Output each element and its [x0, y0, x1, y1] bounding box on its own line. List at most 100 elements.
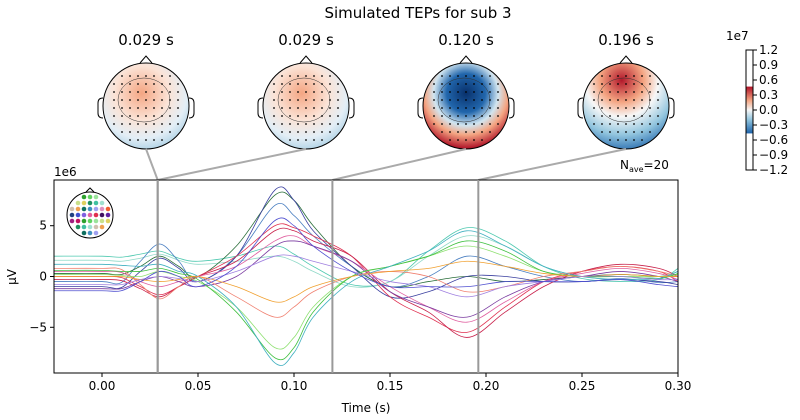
sensor-dot — [625, 107, 627, 109]
left-ear-icon — [97, 97, 104, 119]
inset-sensor-dot — [93, 206, 99, 212]
sensor-dot — [633, 139, 635, 141]
nose-icon — [299, 55, 313, 64]
sensor-dot — [145, 123, 147, 125]
inset-sensor-dot — [93, 230, 99, 236]
sensor-dot — [273, 123, 275, 125]
sensor-dot — [313, 139, 315, 141]
sensor-dot — [481, 99, 483, 101]
sensor-dot — [625, 91, 627, 93]
sensor-dot — [313, 91, 315, 93]
sensor-dot — [145, 99, 147, 101]
sensor-dot — [465, 115, 467, 117]
sensor-dot — [593, 115, 595, 117]
sensor-dot — [633, 83, 635, 85]
nose-icon — [459, 55, 473, 64]
inset-sensor-dot — [81, 224, 87, 230]
sensor-dot — [633, 131, 635, 133]
sensor-dot — [657, 115, 659, 117]
sensor-dot — [153, 83, 155, 85]
channel-trace — [54, 217, 678, 292]
sensor-dot — [449, 123, 451, 125]
sensor-layout-inset — [66, 187, 114, 239]
inset-sensor-dot — [93, 224, 99, 230]
sensor-dot — [121, 107, 123, 109]
sensor-dot — [609, 139, 611, 141]
sensor-dot — [609, 123, 611, 125]
inset-sensor-dot — [87, 230, 93, 236]
sensor-dot — [137, 131, 139, 133]
sensor-dot — [625, 139, 627, 141]
sensor-dot — [305, 83, 307, 85]
sensor-dot — [289, 91, 291, 93]
sensor-dot — [121, 83, 123, 85]
sensor-dot — [625, 131, 627, 133]
sensor-dot — [657, 107, 659, 109]
sensor-dot — [657, 91, 659, 93]
topomap: 0.029 s — [97, 31, 195, 150]
sensor-dot — [609, 83, 611, 85]
sensor-dot — [457, 131, 459, 133]
sensor-dot — [481, 139, 483, 141]
sensor-dot — [489, 115, 491, 117]
colorbar-tick-label: −0.3 — [759, 118, 788, 132]
sensor-dot — [329, 91, 331, 93]
sensor-dot — [297, 123, 299, 125]
inset-sensor-dot — [81, 218, 87, 224]
sensor-dot — [473, 91, 475, 93]
sensor-dot — [145, 91, 147, 93]
sensor-dot — [169, 107, 171, 109]
sensor-dot — [169, 99, 171, 101]
sensor-dot — [289, 123, 291, 125]
sensor-dot — [289, 131, 291, 133]
channel-trace — [54, 227, 678, 338]
sensor-dot — [633, 91, 635, 93]
sensor-dot — [441, 115, 443, 117]
sensor-dot — [457, 91, 459, 93]
channel-trace — [54, 240, 678, 361]
sensor-dot — [641, 83, 643, 85]
sensor-dot — [465, 99, 467, 101]
sensor-dot — [161, 139, 163, 141]
sensor-dot — [177, 91, 179, 93]
sensor-dot — [121, 115, 123, 117]
sensor-dot — [617, 83, 619, 85]
sensor-dot — [441, 75, 443, 77]
sensor-dot — [313, 75, 315, 77]
sensor-dot — [305, 139, 307, 141]
sensor-dot — [329, 75, 331, 77]
sensor-dot — [297, 131, 299, 133]
sensor-dot — [169, 83, 171, 85]
inset-sensor-dot — [69, 212, 75, 218]
y-axis-label: µV — [5, 268, 19, 285]
sensor-dot — [281, 115, 283, 117]
sensor-dot — [473, 75, 475, 77]
sensor-dot — [177, 83, 179, 85]
sensor-dot — [321, 123, 323, 125]
topomap-title: 0.120 s — [438, 31, 494, 49]
sensor-dot — [161, 91, 163, 93]
x-tick-label: 0.15 — [377, 379, 404, 393]
sensor-dot — [601, 99, 603, 101]
inset-sensor-dot — [87, 200, 93, 206]
sensor-dot — [633, 115, 635, 117]
sensor-dot — [489, 75, 491, 77]
sensor-dot — [305, 91, 307, 93]
sensor-dot — [305, 75, 307, 77]
sensor-dot — [641, 91, 643, 93]
sensor-dot — [145, 83, 147, 85]
inset-sensor-dot — [81, 200, 87, 206]
sensor-dot — [481, 83, 483, 85]
sensor-dot — [593, 83, 595, 85]
sensor-dot — [457, 139, 459, 141]
topomap-title: 0.029 s — [118, 31, 174, 49]
inset-sensor-dot — [87, 206, 93, 212]
sensor-dot — [481, 115, 483, 117]
sensor-dot — [497, 123, 499, 125]
sensor-dot — [113, 123, 115, 125]
topomap-title: 0.196 s — [598, 31, 654, 49]
sensor-dot — [289, 83, 291, 85]
sensor-dot — [321, 139, 323, 141]
sensor-dot — [137, 123, 139, 125]
